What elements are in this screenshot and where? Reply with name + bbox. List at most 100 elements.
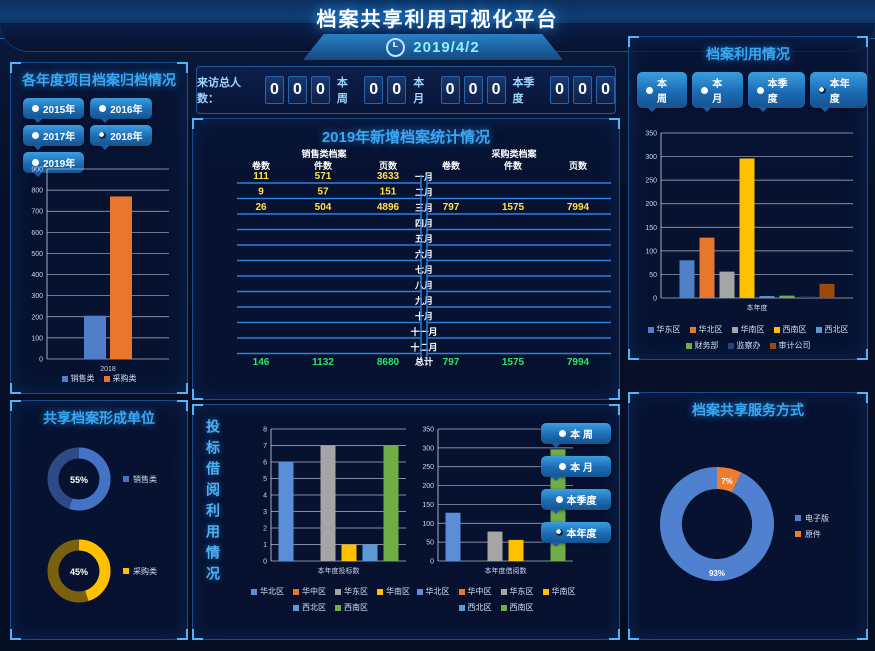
bidding-count-bar-chart: 0 1 2 3 4 5 6 7 8 本年度投标数: [263, 427, 406, 575]
svg-text:200: 200: [31, 314, 43, 321]
borrow-period-week[interactable]: 本 周: [541, 423, 611, 448]
svg-text:七月: 七月: [415, 264, 433, 275]
year-button-2016[interactable]: 2016年: [90, 98, 152, 123]
year-button-label: 2019年: [43, 159, 76, 170]
legend-item: 采购类: [103, 373, 137, 384]
svg-text:350: 350: [422, 427, 434, 434]
legend-swatch-icon: [731, 326, 738, 333]
svg-text:采购类: 采购类: [133, 566, 157, 576]
svg-text:250: 250: [645, 178, 657, 185]
svg-text:350: 350: [645, 131, 657, 138]
counter-month-label: 本月: [413, 77, 425, 105]
year-button-2015[interactable]: 2015年: [23, 98, 85, 123]
radio-dot-icon: [32, 132, 39, 139]
borrow-period-label: 本季度: [566, 496, 597, 507]
legend-swatch-icon: [377, 588, 383, 595]
borrow-period-quarter[interactable]: 本季度: [541, 489, 611, 514]
svg-text:300: 300: [422, 445, 434, 452]
panel-bidding-borrow: 投标借阅利用情况 0 1 2 3 4 5 6 7 8 本年度投标数 华北区 华中区 华东区 华南区 西北区…: [192, 404, 620, 640]
svg-text:797: 797: [443, 357, 460, 368]
svg-text:3633: 3633: [377, 171, 400, 182]
year-button-label: 2017年: [43, 132, 76, 143]
panel-title-usage: 档案利用情况: [706, 46, 790, 62]
svg-text:150: 150: [645, 225, 657, 232]
borrow-chart-legend: 华北区 华中区 华东区 华南区 西北区 西南区: [411, 586, 581, 613]
digit: 0: [440, 76, 460, 104]
legend-label: 华北区: [698, 325, 723, 334]
legend-swatch-icon: [293, 588, 299, 595]
bidding-chart-legend: 华北区 华中区 华东区 华南区 西北区 西南区: [248, 586, 413, 613]
svg-text:4: 4: [263, 493, 267, 500]
usage-period-year[interactable]: 本年度: [809, 72, 867, 112]
year-button-label: 2016年: [110, 105, 143, 116]
yearly-archive-bar-chart: 0 100 200 300 400 500 600 700 800 900 2018: [31, 167, 169, 373]
legend-item: 华中区: [293, 586, 326, 597]
borrow-period-label: 本 月: [570, 463, 593, 474]
legend-label: 华东区: [509, 587, 534, 596]
legend-item: 财务部: [685, 340, 719, 351]
date-banner: 2019/4/2: [303, 34, 563, 60]
legend-label: 西北区: [824, 325, 849, 334]
svg-text:7994: 7994: [567, 202, 590, 213]
year-button-2019[interactable]: 2019年: [23, 152, 85, 177]
panel-title-yearly: 各年度项目档案归档情况: [22, 72, 176, 88]
legend-swatch-icon: [458, 604, 465, 611]
borrow-period-month[interactable]: 本 月: [541, 456, 611, 481]
legend-swatch-icon: [335, 588, 341, 595]
borrow-period-label: 本 周: [570, 430, 593, 441]
digit: 0: [573, 76, 593, 104]
svg-text:采购类档案: 采购类档案: [490, 148, 537, 159]
svg-text:146: 146: [253, 357, 270, 368]
svg-text:93%: 93%: [709, 569, 725, 578]
year-button-2017[interactable]: 2017年: [23, 125, 85, 150]
svg-text:100: 100: [31, 335, 43, 342]
usage-period-quarter[interactable]: 本季度: [747, 72, 805, 112]
panel-title-table: 2019年新增档案统计情况: [321, 129, 491, 146]
svg-text:200: 200: [422, 483, 434, 490]
svg-text:2: 2: [263, 526, 267, 533]
legend-label: 华东区: [656, 325, 681, 334]
svg-text:111: 111: [253, 171, 269, 182]
bidding-panel-vertical-title: 投标借阅利用情况: [205, 419, 221, 587]
year-button-2018[interactable]: 2018年: [90, 125, 152, 150]
svg-text:二月: 二月: [415, 188, 433, 198]
svg-text:0: 0: [653, 296, 657, 303]
radio-dot-icon: [555, 496, 563, 503]
svg-text:0: 0: [39, 357, 43, 364]
legend-label: 西北区: [302, 603, 326, 612]
svg-text:500: 500: [31, 251, 43, 258]
svg-text:9: 9: [258, 187, 264, 198]
radio-dot-icon: [32, 105, 39, 112]
svg-text:卷数: 卷数: [251, 160, 271, 171]
svg-text:150: 150: [422, 502, 434, 509]
legend-item: 西南区: [500, 602, 534, 613]
digit: 0: [310, 76, 330, 104]
legend-label: 西南区: [782, 325, 807, 334]
svg-text:0: 0: [263, 559, 267, 566]
svg-text:900: 900: [31, 167, 43, 174]
counter-week-digits: 0 0: [364, 76, 407, 104]
legend-swatch-icon: [647, 326, 654, 333]
counter-total-label: 来访总人数：: [197, 77, 241, 105]
legend-label: 华南区: [551, 587, 576, 596]
svg-text:件数: 件数: [504, 160, 523, 171]
digit: 0: [486, 76, 506, 104]
borrow-period-year[interactable]: 本年度: [541, 522, 611, 547]
year-button-label: 2015年: [43, 105, 76, 116]
svg-text:1575: 1575: [502, 202, 525, 213]
svg-text:57: 57: [317, 187, 329, 198]
year-filter-group: 2015年 2016年 2017年 2018年 2019年: [11, 90, 187, 177]
svg-text:八月: 八月: [414, 281, 433, 291]
legend-item: 华南区: [377, 586, 410, 597]
radio-dot-icon: [818, 86, 826, 94]
usage-chart-legend: 华东区 华北区 华南区 西南区 西北区 财务部 监察办 审计公司: [635, 324, 861, 351]
panel-new-archive-table: 2019年新增档案统计情况 销售类档案 采购类档案 卷数 卷数 件数 件数 页数 页数 一月 11…: [192, 118, 620, 400]
legend-item: 华东区: [500, 586, 534, 597]
svg-text:7: 7: [263, 443, 267, 450]
svg-text:销售类: 销售类: [133, 474, 157, 484]
svg-text:55%: 55%: [70, 475, 88, 485]
legend-label: 华东区: [344, 587, 368, 596]
legend-item: 华北区: [416, 586, 450, 597]
usage-period-month[interactable]: 本 月: [692, 72, 743, 112]
usage-period-week[interactable]: 本 周: [637, 72, 688, 112]
